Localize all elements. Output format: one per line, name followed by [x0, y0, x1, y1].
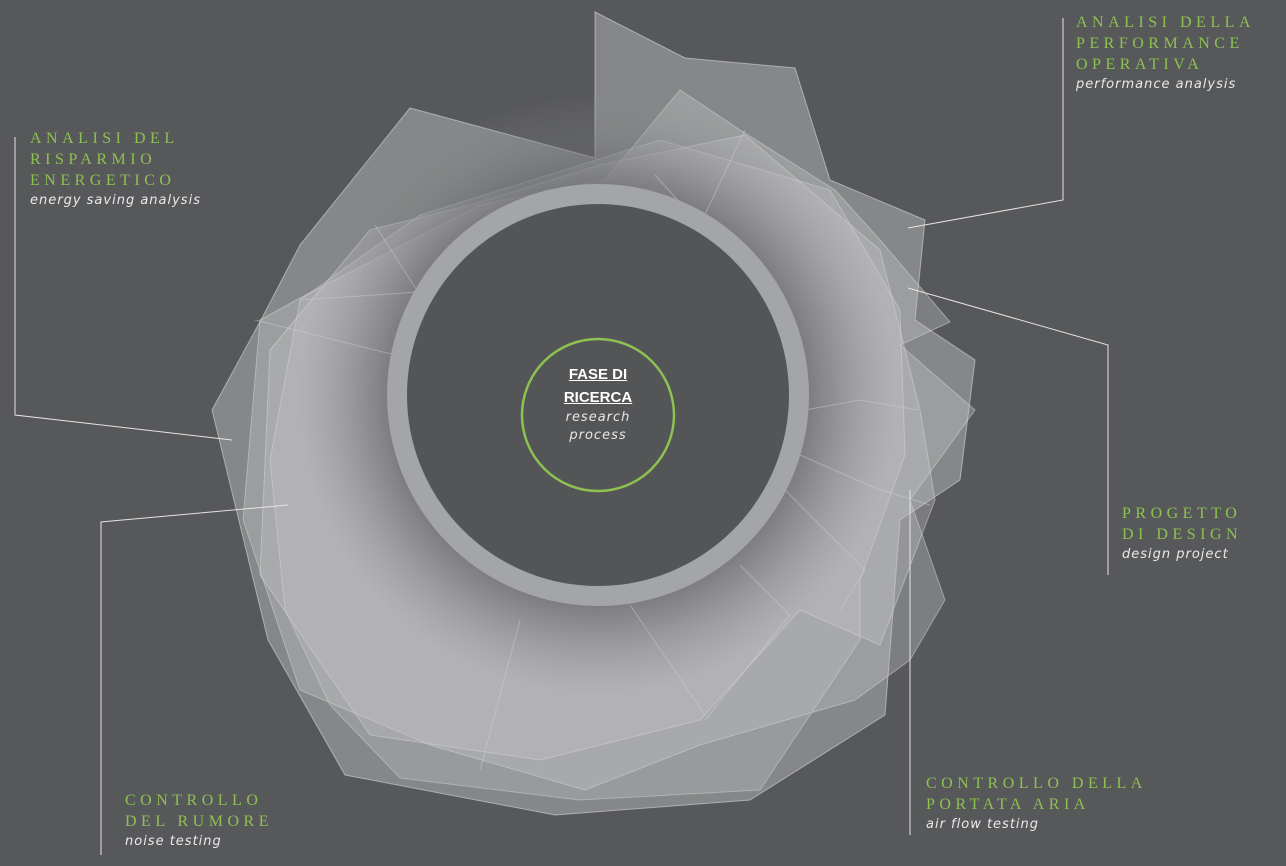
center-subtitle-line2: process	[569, 428, 627, 443]
callout-line-design	[907, 287, 1109, 575]
center-title-line2: RICERCA	[563, 389, 633, 406]
step-airflow-subtitle: air flow testing	[926, 817, 1040, 832]
step-performance-subtitle: performance analysis	[1076, 77, 1237, 92]
step-energy-title: ANALISI DEL RISPARMIO ENERGETICO	[30, 130, 179, 189]
step-noise-title: CONTROLLO DEL RUMORE	[125, 792, 273, 830]
center-node	[520, 337, 676, 493]
step-energy: ANALISI DEL RISPARMIO ENERGETICO energy …	[30, 128, 201, 208]
callout-line-energy	[14, 137, 233, 441]
step-design-title: PROGETTO DI DESIGN	[1122, 505, 1243, 543]
step-energy-subtitle: energy saving analysis	[30, 193, 201, 208]
center-label: FASE DI RICERCA research process	[520, 363, 676, 463]
step-airflow: CONTROLLO DELLA PORTATA ARIA air flow te…	[926, 773, 1147, 832]
callout-line-performance	[907, 18, 1064, 229]
step-design-subtitle: design project	[1122, 547, 1229, 562]
step-noise-subtitle: noise testing	[125, 834, 222, 849]
center-title-line1: FASE DI	[568, 366, 628, 383]
step-performance: ANALISI DELLA PERFORMANCE OPERATIVA perf…	[1076, 12, 1255, 92]
callout-line-noise	[100, 504, 289, 855]
callout-lines	[14, 18, 1109, 855]
step-noise: CONTROLLO DEL RUMORE noise testing	[125, 790, 273, 849]
step-design: PROGETTO DI DESIGN design project	[1122, 503, 1242, 562]
center-subtitle-line1: research	[565, 410, 631, 425]
step-performance-title: ANALISI DELLA PERFORMANCE OPERATIVA	[1076, 14, 1255, 73]
step-airflow-title: CONTROLLO DELLA PORTATA ARIA	[926, 775, 1147, 813]
